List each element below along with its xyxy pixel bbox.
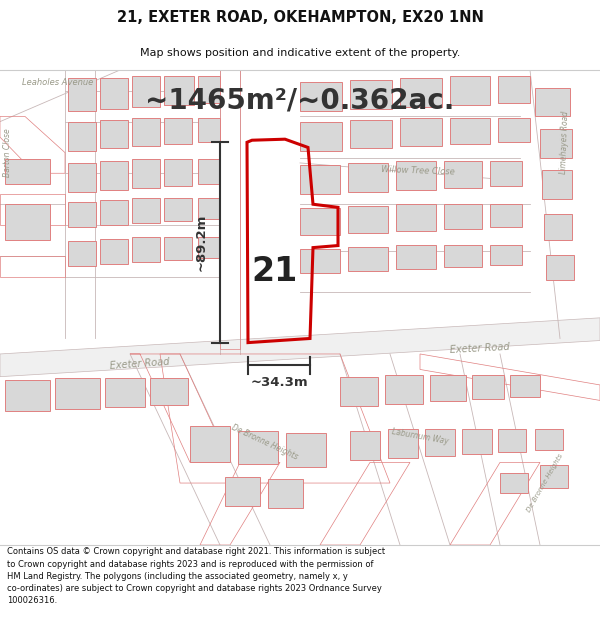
Bar <box>400 78 442 107</box>
Bar <box>100 119 128 149</box>
Text: De Bronne Heights: De Bronne Heights <box>230 422 299 461</box>
Bar <box>198 76 220 103</box>
Bar <box>430 374 466 401</box>
Bar <box>198 159 220 184</box>
Bar <box>472 374 504 399</box>
Text: Exeter Road: Exeter Road <box>450 342 510 356</box>
Bar <box>198 118 220 142</box>
Bar <box>225 477 260 506</box>
Bar <box>68 163 96 192</box>
Bar <box>164 238 192 260</box>
Bar <box>300 122 342 151</box>
Bar <box>132 159 160 188</box>
Bar <box>540 129 572 158</box>
Bar <box>348 247 388 271</box>
Bar <box>490 204 522 227</box>
Bar <box>5 159 50 184</box>
Bar <box>340 377 378 406</box>
Bar <box>498 429 526 452</box>
Bar <box>450 76 490 105</box>
Bar <box>396 204 436 231</box>
Bar <box>348 163 388 192</box>
Text: Limehayes Road: Limehayes Road <box>559 111 571 174</box>
Bar <box>510 374 540 398</box>
Bar <box>55 378 100 409</box>
Bar <box>100 78 128 109</box>
Bar <box>350 431 380 461</box>
Bar <box>462 429 492 454</box>
Text: Barton Close: Barton Close <box>4 128 13 177</box>
Bar <box>396 161 436 190</box>
Bar <box>535 88 570 116</box>
Bar <box>348 206 388 233</box>
Bar <box>132 238 160 262</box>
Text: 21, EXETER ROAD, OKEHAMPTON, EX20 1NN: 21, EXETER ROAD, OKEHAMPTON, EX20 1NN <box>116 10 484 25</box>
Bar <box>388 429 418 458</box>
Bar <box>498 118 530 142</box>
Text: ~89.2m: ~89.2m <box>195 214 208 271</box>
Bar <box>268 479 303 508</box>
Bar <box>132 118 160 146</box>
Bar <box>150 378 188 404</box>
Bar <box>444 204 482 229</box>
Bar <box>5 380 50 411</box>
Bar <box>164 198 192 221</box>
Text: Willow Tree Close: Willow Tree Close <box>381 166 455 177</box>
Bar <box>300 82 342 111</box>
Text: ~1465m²/~0.362ac.: ~1465m²/~0.362ac. <box>145 87 455 115</box>
Bar <box>105 378 145 407</box>
Bar <box>68 241 96 266</box>
Bar <box>498 76 530 103</box>
Bar <box>100 161 128 190</box>
Polygon shape <box>0 318 600 377</box>
Bar <box>238 431 278 464</box>
Bar <box>500 472 528 493</box>
Text: Laburnum Way: Laburnum Way <box>391 427 449 446</box>
Text: Exeter Road: Exeter Road <box>110 357 170 371</box>
Text: De Bronne Heights: De Bronne Heights <box>526 453 564 513</box>
Bar <box>198 198 220 219</box>
Bar <box>132 76 160 107</box>
Bar <box>68 78 96 111</box>
Bar <box>5 204 50 241</box>
Bar <box>164 118 192 144</box>
Bar <box>444 161 482 188</box>
Bar <box>300 208 340 235</box>
Bar <box>425 429 455 456</box>
Bar <box>490 161 522 186</box>
Bar <box>300 249 340 273</box>
Bar <box>450 118 490 144</box>
Bar <box>400 118 442 146</box>
Bar <box>286 434 326 466</box>
Bar <box>190 426 230 462</box>
Text: ~34.3m: ~34.3m <box>250 376 308 389</box>
Bar <box>132 198 160 223</box>
Bar <box>198 238 220 258</box>
Bar <box>68 202 96 227</box>
Bar <box>68 122 96 151</box>
Bar <box>164 76 194 105</box>
Bar <box>540 466 568 488</box>
Bar <box>300 165 340 194</box>
Bar <box>164 159 192 186</box>
Bar <box>100 200 128 225</box>
Bar <box>100 239 128 264</box>
Bar <box>444 244 482 268</box>
Bar <box>350 81 392 109</box>
Bar <box>542 170 572 199</box>
Bar <box>350 119 392 149</box>
Bar <box>546 255 574 279</box>
Text: Map shows position and indicative extent of the property.: Map shows position and indicative extent… <box>140 48 460 58</box>
Text: Contains OS data © Crown copyright and database right 2021. This information is : Contains OS data © Crown copyright and d… <box>7 548 385 605</box>
Bar <box>544 214 572 241</box>
Bar <box>535 429 563 450</box>
Bar <box>490 244 522 265</box>
Text: Leaholes Avenue: Leaholes Avenue <box>22 78 93 87</box>
Bar <box>385 374 423 404</box>
Bar <box>396 244 436 269</box>
Text: 21: 21 <box>252 255 298 288</box>
